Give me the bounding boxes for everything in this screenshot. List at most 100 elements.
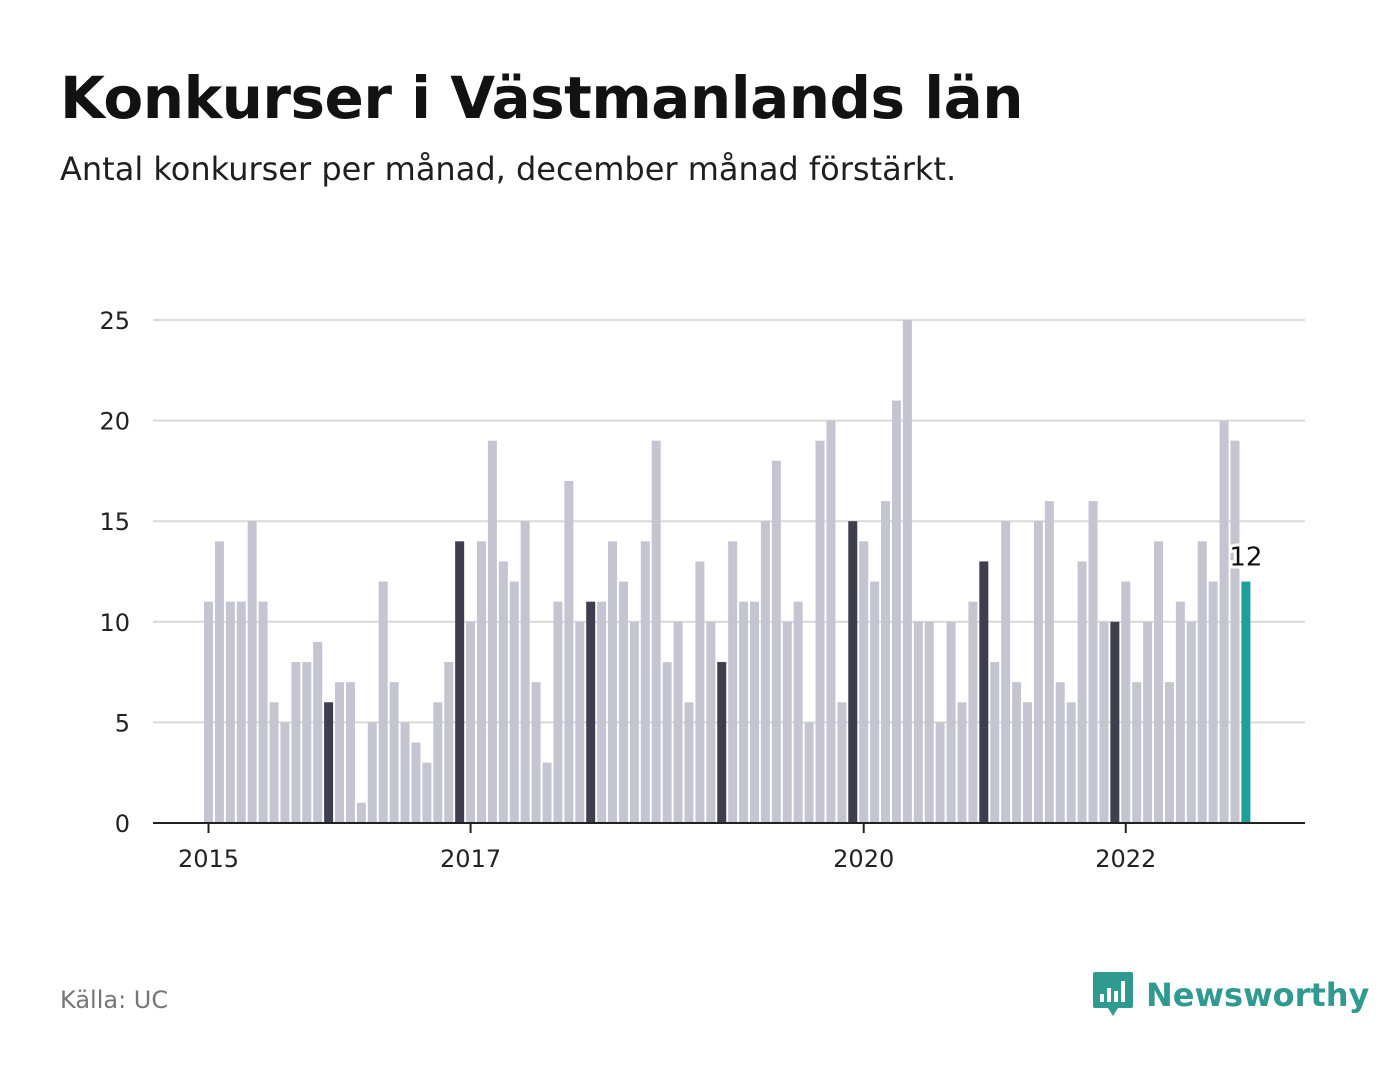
bar [870,581,880,823]
bar [1066,702,1076,823]
bar [750,601,759,823]
bar-chart: 0 5 10 15 20 25 2015 2017 2020 2022 12 [99,307,1305,873]
chart-title: Konkurser i Västmanlands län [60,64,1024,132]
bar [1088,501,1098,823]
bar [204,601,213,823]
bar [586,601,596,823]
bar [455,541,465,823]
brand-logo[interactable]: Newsworthy [1092,970,1369,1020]
bar [433,702,443,823]
bar [214,541,224,823]
bar [728,541,738,823]
bar [946,621,956,823]
bar [706,621,716,823]
bar [564,480,574,823]
bar [378,581,388,823]
bar [1099,621,1109,823]
bar [979,561,989,823]
bar [618,581,628,823]
y-tick-label: 15 [99,508,130,536]
bar [1219,420,1229,823]
bar [804,722,814,823]
bar [466,621,476,823]
bar [247,521,257,823]
bar [422,762,432,823]
bar [1012,682,1022,823]
bar [760,521,770,823]
bar [477,541,486,823]
bar [1154,541,1164,823]
bar [1023,702,1032,823]
bar [389,682,399,823]
bar [1033,521,1043,823]
bar [957,702,967,823]
bar [891,400,901,823]
bar [1197,541,1207,823]
bar [717,662,727,823]
bar [444,662,454,823]
bar [1044,501,1054,823]
bar [1001,521,1011,823]
bar [302,662,312,823]
bar [902,320,912,823]
chart-subtitle: Antal konkurser per månad, december måna… [60,150,957,188]
bar [990,662,1000,823]
brand-name: Newsworthy [1146,976,1370,1014]
bar [313,641,323,823]
bar [651,440,661,823]
newsworthy-logo-icon [1093,972,1133,1016]
bar [597,601,607,823]
x-tick-label: 2017 [440,845,501,873]
bar [553,601,563,823]
bar [1143,621,1153,823]
bar [509,581,519,823]
bars [204,320,1251,823]
bar [913,621,923,823]
bar [236,601,246,823]
bar [881,501,891,823]
bar [487,440,497,823]
bar [673,621,683,823]
bar [345,682,355,823]
bar [1110,621,1120,823]
y-tick-label: 0 [115,810,130,838]
bar [411,742,421,823]
bar [280,722,290,823]
bar [498,561,508,823]
bar [1208,581,1218,823]
bar [400,722,410,823]
x-tick-label: 2022 [1095,845,1156,873]
bar [859,541,869,823]
y-tick-label: 5 [115,709,130,737]
bar [662,662,672,823]
bar [575,621,585,823]
axes [153,822,1305,833]
bar [258,601,268,823]
x-tick-label: 2020 [833,845,894,873]
y-tick-label: 10 [99,609,130,637]
bar [793,601,803,823]
latest-bar [1241,581,1251,823]
bar [1121,581,1131,823]
bar [531,682,541,823]
bar [684,702,694,823]
bar [1055,682,1065,823]
bar [629,621,639,823]
y-tick-label: 20 [99,408,130,436]
bar [782,621,792,823]
bar [269,702,279,823]
bar [968,601,978,823]
y-tick-label: 25 [99,307,130,335]
bar [608,541,618,823]
bar [1230,440,1240,823]
bar [924,621,934,823]
bar [225,601,235,823]
bar [1077,561,1087,823]
bar [1186,621,1196,823]
bar [1175,601,1185,823]
bar [367,722,377,823]
bar [935,722,945,823]
bar [1132,682,1142,823]
bar [837,702,847,823]
bar [848,521,858,823]
